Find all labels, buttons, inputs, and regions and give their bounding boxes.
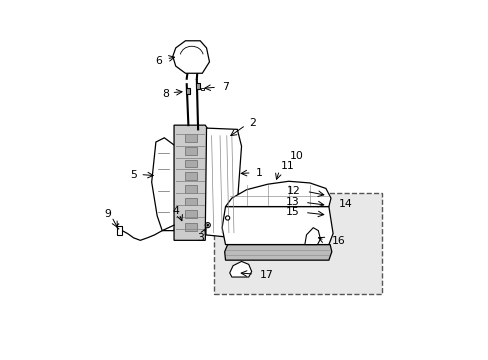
Polygon shape — [229, 261, 251, 277]
Text: 16: 16 — [331, 236, 345, 246]
Bar — [117, 226, 122, 235]
Polygon shape — [174, 125, 209, 240]
Text: 10: 10 — [289, 151, 303, 161]
Text: 5: 5 — [130, 170, 137, 180]
Polygon shape — [224, 244, 331, 260]
Text: 9: 9 — [104, 209, 111, 219]
Bar — [185, 147, 197, 155]
Text: 13: 13 — [285, 197, 299, 207]
Bar — [201, 87, 203, 90]
Text: 17: 17 — [260, 270, 273, 280]
Polygon shape — [151, 138, 179, 231]
Bar — [185, 134, 197, 142]
Text: 1: 1 — [255, 168, 262, 178]
Text: 4: 4 — [172, 206, 179, 216]
Ellipse shape — [225, 216, 229, 220]
Bar — [185, 185, 197, 193]
Text: 7: 7 — [222, 82, 228, 92]
Text: 15: 15 — [285, 207, 299, 217]
Bar — [196, 84, 200, 89]
Bar — [185, 210, 197, 218]
Bar — [185, 160, 197, 167]
Bar — [185, 89, 189, 94]
Bar — [213, 193, 382, 294]
Ellipse shape — [206, 224, 208, 226]
Polygon shape — [304, 228, 320, 244]
Bar — [185, 172, 197, 180]
Text: 8: 8 — [162, 89, 169, 99]
Text: 3: 3 — [196, 233, 203, 243]
Polygon shape — [225, 181, 330, 207]
Ellipse shape — [205, 222, 210, 228]
Text: 2: 2 — [248, 118, 255, 128]
Polygon shape — [172, 41, 209, 73]
Bar — [185, 198, 197, 205]
Polygon shape — [222, 207, 332, 244]
Polygon shape — [205, 128, 241, 238]
Text: 6: 6 — [155, 55, 162, 66]
Text: 12: 12 — [286, 185, 300, 195]
Text: 14: 14 — [338, 199, 352, 209]
Bar — [185, 223, 197, 231]
Text: 11: 11 — [281, 161, 294, 171]
